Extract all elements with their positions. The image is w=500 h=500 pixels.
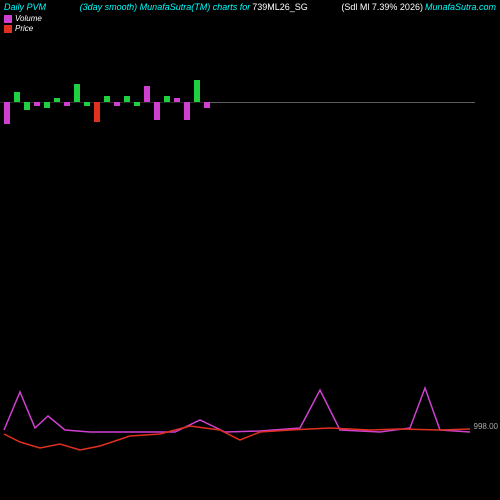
volume-bar bbox=[154, 102, 160, 120]
volume-bar bbox=[54, 98, 60, 102]
y-axis-label: 998.00 bbox=[474, 422, 498, 431]
volume-bar bbox=[194, 80, 200, 102]
ticker-symbol: 739ML26_SG bbox=[252, 2, 308, 12]
volume-flat-line bbox=[210, 102, 475, 103]
ticker-desc: (Sdl Ml 7.39% 2026) bbox=[341, 2, 423, 12]
volume-bar bbox=[114, 102, 120, 106]
title-center-prefix: (3day smooth) MunafaSutra(TM) charts for bbox=[80, 2, 251, 12]
chart-svg bbox=[0, 32, 475, 492]
volume-bar bbox=[4, 102, 10, 124]
title-left: Daily PVM bbox=[4, 2, 46, 12]
volume-bar bbox=[94, 102, 100, 122]
volume-bar bbox=[24, 102, 30, 110]
volume-bar bbox=[44, 102, 50, 108]
volume-bar bbox=[164, 96, 170, 102]
legend: Volume Price bbox=[4, 14, 42, 34]
volume-bar bbox=[134, 102, 140, 106]
volume-bar bbox=[104, 96, 110, 102]
volume-bar bbox=[174, 98, 180, 102]
price-line bbox=[4, 426, 470, 450]
legend-label-volume: Volume bbox=[15, 14, 42, 23]
volume-bar bbox=[64, 102, 70, 106]
chart-header: Daily PVM (3day smooth) MunafaSutra(TM) … bbox=[0, 0, 500, 16]
volume-bar bbox=[124, 96, 130, 102]
volume-bar bbox=[144, 86, 150, 102]
volume-bar bbox=[74, 84, 80, 102]
legend-box-volume bbox=[4, 15, 12, 23]
volume-bar bbox=[84, 102, 90, 106]
volume-bar bbox=[14, 92, 20, 102]
plot-area bbox=[0, 32, 475, 492]
legend-item-volume: Volume bbox=[4, 14, 42, 23]
site-name: MunafaSutra.com bbox=[425, 2, 496, 12]
volume-bar bbox=[34, 102, 40, 106]
volume-bar bbox=[184, 102, 190, 120]
volume-line bbox=[4, 388, 470, 432]
